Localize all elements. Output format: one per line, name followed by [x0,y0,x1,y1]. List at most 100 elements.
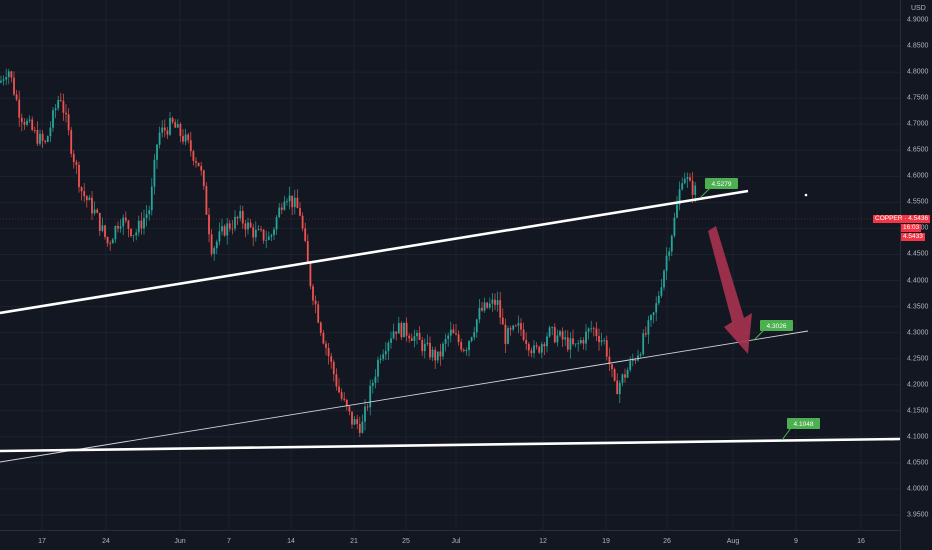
candle-body [462,349,465,352]
candle-body [530,350,533,354]
candle-body [665,255,668,271]
candle-body [681,183,684,190]
time-tick-label: 25 [402,538,410,545]
time-tick-label: 9 [794,538,798,545]
candle-body [540,344,543,353]
candle-body [686,177,689,179]
candle-body [228,223,231,229]
annotation-low[interactable]: 4.1048 [781,418,820,441]
candle-body [509,328,512,330]
candle-body [340,392,343,399]
candle-body [582,340,585,344]
candle-body [650,315,652,321]
candle-body [280,207,283,210]
time-tick-label: 16 [857,538,865,545]
candle-body [174,122,177,128]
candle-body [265,239,268,241]
annotation-upper[interactable]: 4.5279 [699,178,738,199]
time-tick-label: Jul [451,538,461,545]
candle-body [356,419,359,424]
price-tick-label: 4.7500 [907,94,929,102]
time-axis[interactable]: 17 24 Jun 7 14 21 25 Jul 12 19 26 Aug 9 16 [0,530,900,550]
time-tick-label: 24 [102,538,110,545]
candle-body [122,217,125,227]
candle-body [618,382,621,395]
candle-body [535,345,538,347]
candle-body [150,186,153,211]
candle-body [439,351,442,357]
candle-body [338,386,340,393]
countdown-tag: 16:03 [901,224,922,232]
candle-body [631,360,634,362]
candle-body [67,114,70,131]
symbol-price-tag[interactable]: COPPER · 4.5436 [873,215,931,223]
candle-body [319,322,322,333]
candle-body [449,329,452,336]
price-tick-label: 4.8500 [907,42,929,50]
candle-body [26,120,28,125]
candle-body [322,332,325,344]
candle-body [88,197,91,201]
upper-trendline[interactable] [0,189,749,315]
annotation-mid[interactable]: 4.3026 [754,320,793,340]
candlestick-series [0,68,697,437]
candle-body [252,227,255,238]
candle-body [218,231,221,242]
candle-body [143,218,145,229]
candle-body [179,124,182,137]
candle-body [592,328,595,330]
candle-body [481,307,483,311]
price-tick-label: 4.2500 [907,355,929,363]
price-tick-label: 3.9500 [907,511,929,519]
candle-body [153,159,156,187]
candle-body [616,380,619,395]
candle-body [405,322,408,336]
time-tick-label: 26 [663,538,671,545]
support-line[interactable] [0,437,900,453]
candle-body [39,133,41,144]
candle-body [132,235,135,237]
candle-body [361,421,364,433]
candle-body [104,225,106,237]
candle-body [195,160,197,163]
candle-body [452,329,455,334]
candle-body [171,118,174,123]
candle-body [538,346,541,353]
forecast-arrow-icon[interactable] [708,226,752,354]
candle-body [418,332,421,341]
price-tick-label: 4.5500 [907,198,929,206]
candle-body [49,127,52,137]
candle-body [579,340,582,344]
candle-body [314,300,317,305]
candle-body [556,335,559,343]
candle-body [187,134,190,141]
candle-body [397,322,400,334]
candle-body [36,130,39,144]
candle-body [585,331,587,344]
candle-body [436,351,439,361]
time-tick-label: Aug [726,538,740,545]
candle-body [221,226,223,232]
candle-body [366,406,369,408]
channel-trendline[interactable] [0,330,809,463]
candle-body [75,162,78,165]
candle-body [80,187,83,192]
candle-body [429,342,431,358]
annotation-mid-label: 4.3026 [767,323,787,330]
candle-body [296,197,299,209]
candle-body [470,337,473,342]
candle-body [691,180,694,195]
price-axis[interactable]: USD 4.9000 4.8500 4.8000 4.7500 4.7000 4.6500… [873,0,932,550]
candle-body [288,195,291,202]
time-tick-label: 19 [602,538,610,545]
candle-body [247,222,249,230]
candle-body [148,210,151,215]
candle-body [293,197,296,208]
candle-body [626,369,629,378]
candle-body [644,333,647,335]
price-chart[interactable]: 4.5279 4.3026 4.1048 [0,0,900,530]
candle-body [31,119,34,131]
candle-body [569,338,572,350]
candle-body [145,214,148,219]
candle-body [670,235,673,252]
